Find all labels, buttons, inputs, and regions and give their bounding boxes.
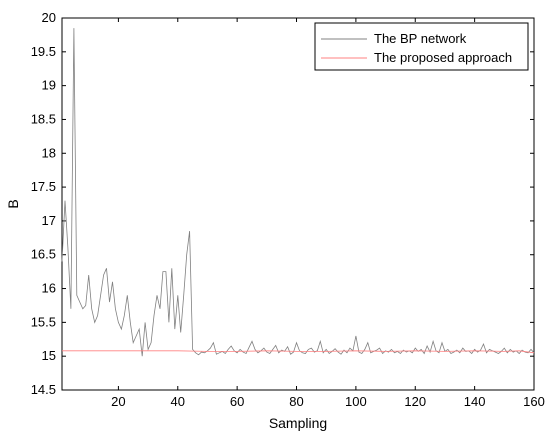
plot-area <box>61 17 535 391</box>
x-tick-label: 80 <box>289 394 303 409</box>
y-tick-label: 18 <box>42 145 56 160</box>
axis-ticks: 20 40 60 80 100 120 140 160 14.5 15 15.5 16 16.5 17 17… <box>31 10 545 409</box>
y-tick-label: 19 <box>42 78 56 93</box>
legend-label-proposed-approach: The proposed approach <box>374 50 512 65</box>
y-tick-label: 17.5 <box>31 179 56 194</box>
series-line-1 <box>62 350 535 354</box>
x-tick-label: 120 <box>404 394 426 409</box>
x-tick-label: 40 <box>171 394 185 409</box>
x-tick-label: 60 <box>230 394 244 409</box>
x-tick-label: 140 <box>464 394 486 409</box>
x-tick-label: 100 <box>345 394 367 409</box>
y-tick-label: 19.5 <box>31 44 56 59</box>
x-tick-label: 20 <box>111 394 125 409</box>
legend-box <box>314 22 529 71</box>
y-tick-label: 14.5 <box>31 382 56 397</box>
x-axis-title: Sampling <box>269 415 327 431</box>
legend: The BP network The proposed approach <box>314 22 529 71</box>
y-tick-label: 16.5 <box>31 247 56 262</box>
legend-label-bp-network: The BP network <box>374 31 467 46</box>
series-group <box>61 28 535 357</box>
y-tick-label: 17 <box>42 213 56 228</box>
y-tick-label: 16 <box>42 281 56 296</box>
x-tick-label: 160 <box>523 394 545 409</box>
y-tick-label: 20 <box>42 10 56 25</box>
y-tick-label: 15 <box>42 348 56 363</box>
y-tick-label: 18.5 <box>31 111 56 126</box>
y-tick-label: 15.5 <box>31 314 56 329</box>
y-axis-title: B <box>5 199 21 208</box>
